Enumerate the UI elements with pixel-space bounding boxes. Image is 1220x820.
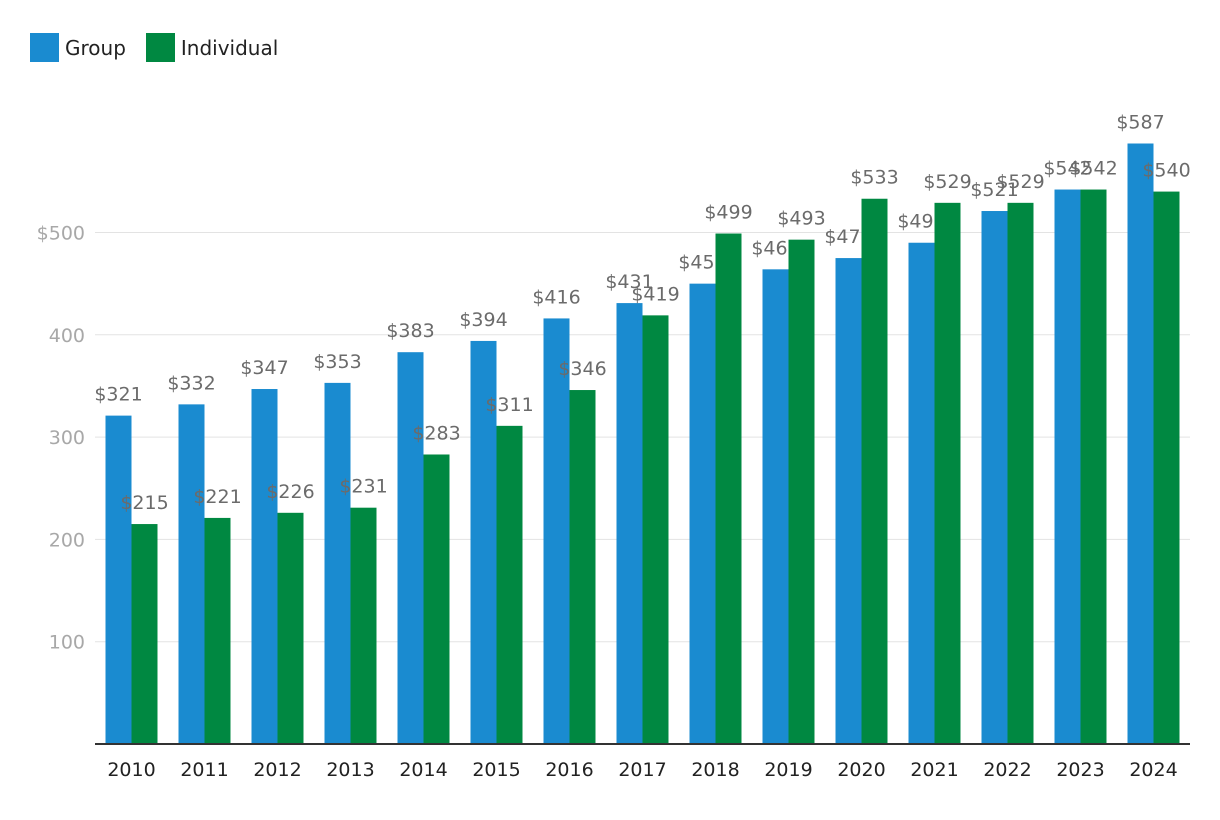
x-tick-label: 2016 — [545, 759, 593, 781]
data-label-individual: $529 — [923, 171, 971, 193]
bar-individual[interactable] — [1080, 189, 1107, 744]
x-tick-label: 2010 — [107, 759, 155, 781]
x-tick-label: 2019 — [764, 759, 812, 781]
bar-group[interactable] — [105, 415, 132, 744]
bar-group[interactable] — [689, 283, 716, 744]
bar-individual[interactable] — [934, 202, 961, 744]
legend-item-group[interactable]: Group — [30, 33, 126, 62]
x-tick-label: 2015 — [472, 759, 520, 781]
x-tick-label: 2013 — [326, 759, 374, 781]
legend-label-individual: Individual — [180, 35, 279, 60]
data-label-group: $347 — [240, 357, 288, 379]
data-label-group: $431 — [605, 271, 653, 293]
y-tick-label: 100 — [49, 632, 85, 654]
bar-individual[interactable] — [496, 425, 523, 744]
y-tick-label: 200 — [49, 529, 85, 551]
data-label-individual: $529 — [996, 171, 1044, 193]
data-label-group: $450 — [678, 252, 726, 274]
bar-group[interactable] — [543, 318, 570, 744]
bar-individual[interactable] — [569, 390, 596, 744]
data-label-group: $332 — [167, 372, 215, 394]
y-tick-label: 400 — [49, 325, 85, 347]
bar-individual[interactable] — [715, 233, 742, 744]
data-label-individual: $533 — [850, 167, 898, 189]
data-label-group: $353 — [313, 351, 361, 373]
y-tick-label: $500 — [37, 223, 85, 245]
data-label-individual: $540 — [1142, 160, 1190, 182]
bar-individual[interactable] — [350, 507, 377, 744]
bar-group[interactable] — [762, 269, 789, 744]
data-label-individual: $311 — [485, 394, 533, 416]
bar-individual[interactable] — [423, 454, 450, 744]
y-tick-label: 300 — [49, 427, 85, 449]
data-label-individual: $283 — [412, 422, 460, 444]
legend-swatch-group — [30, 33, 59, 62]
data-label-individual: $221 — [193, 486, 241, 508]
bar-group[interactable] — [251, 389, 278, 744]
bar-individual[interactable] — [1153, 191, 1180, 744]
bar-individual[interactable] — [788, 239, 815, 744]
x-tick-label: 2017 — [618, 759, 666, 781]
bar-individual[interactable] — [642, 315, 669, 744]
bar-group[interactable] — [908, 242, 935, 745]
x-tick-label: 2018 — [691, 759, 739, 781]
data-label-group: $321 — [94, 384, 142, 406]
bar-individual[interactable] — [204, 517, 231, 744]
x-tick-label: 2023 — [1056, 759, 1104, 781]
x-tick-label: 2021 — [910, 759, 958, 781]
bar-group[interactable] — [1127, 143, 1154, 744]
data-label-group: $475 — [824, 226, 872, 248]
bar-group[interactable] — [981, 211, 1008, 745]
data-label-group: $521 — [970, 179, 1018, 201]
legend-item-individual[interactable]: Individual — [145, 33, 279, 62]
data-label-individual: $215 — [120, 492, 168, 514]
bar-group[interactable] — [324, 382, 351, 744]
bar-individual[interactable] — [1007, 202, 1034, 744]
data-label-individual: $226 — [266, 481, 314, 503]
data-label-group: $383 — [386, 320, 434, 342]
bar-group[interactable] — [1054, 189, 1081, 744]
data-label-group: $542 — [1043, 158, 1091, 180]
bar-individual[interactable] — [131, 524, 158, 744]
data-label-group: $394 — [459, 309, 507, 331]
bar-group[interactable] — [178, 404, 205, 744]
data-label-group: $464 — [751, 237, 799, 259]
data-label-individual: $499 — [704, 202, 752, 224]
data-label-individual: $493 — [777, 208, 825, 230]
x-tick-label: 2024 — [1129, 759, 1177, 781]
data-label-group: $490 — [897, 211, 945, 233]
data-label-group: $416 — [532, 286, 580, 308]
bar-group[interactable] — [470, 340, 497, 744]
legend: Group Individual — [30, 33, 278, 62]
bar-group[interactable] — [397, 352, 424, 744]
x-tick-label: 2020 — [837, 759, 885, 781]
bar-individual[interactable] — [861, 198, 888, 745]
bar-group[interactable] — [835, 258, 862, 744]
bar-group[interactable] — [616, 303, 643, 744]
x-tick-label: 2012 — [253, 759, 301, 781]
data-label-individual: $542 — [1069, 158, 1117, 180]
data-label-group: $587 — [1116, 111, 1164, 133]
data-label-individual: $231 — [339, 476, 387, 498]
x-tick-label: 2011 — [180, 759, 228, 781]
data-label-individual: $346 — [558, 358, 606, 380]
legend-swatch-individual — [145, 33, 175, 62]
data-label-individual: $419 — [631, 283, 679, 305]
x-tick-label: 2022 — [983, 759, 1031, 781]
legend-label-group: Group — [65, 35, 126, 60]
bar-individual[interactable] — [277, 512, 304, 744]
x-tick-label: 2014 — [399, 759, 447, 781]
